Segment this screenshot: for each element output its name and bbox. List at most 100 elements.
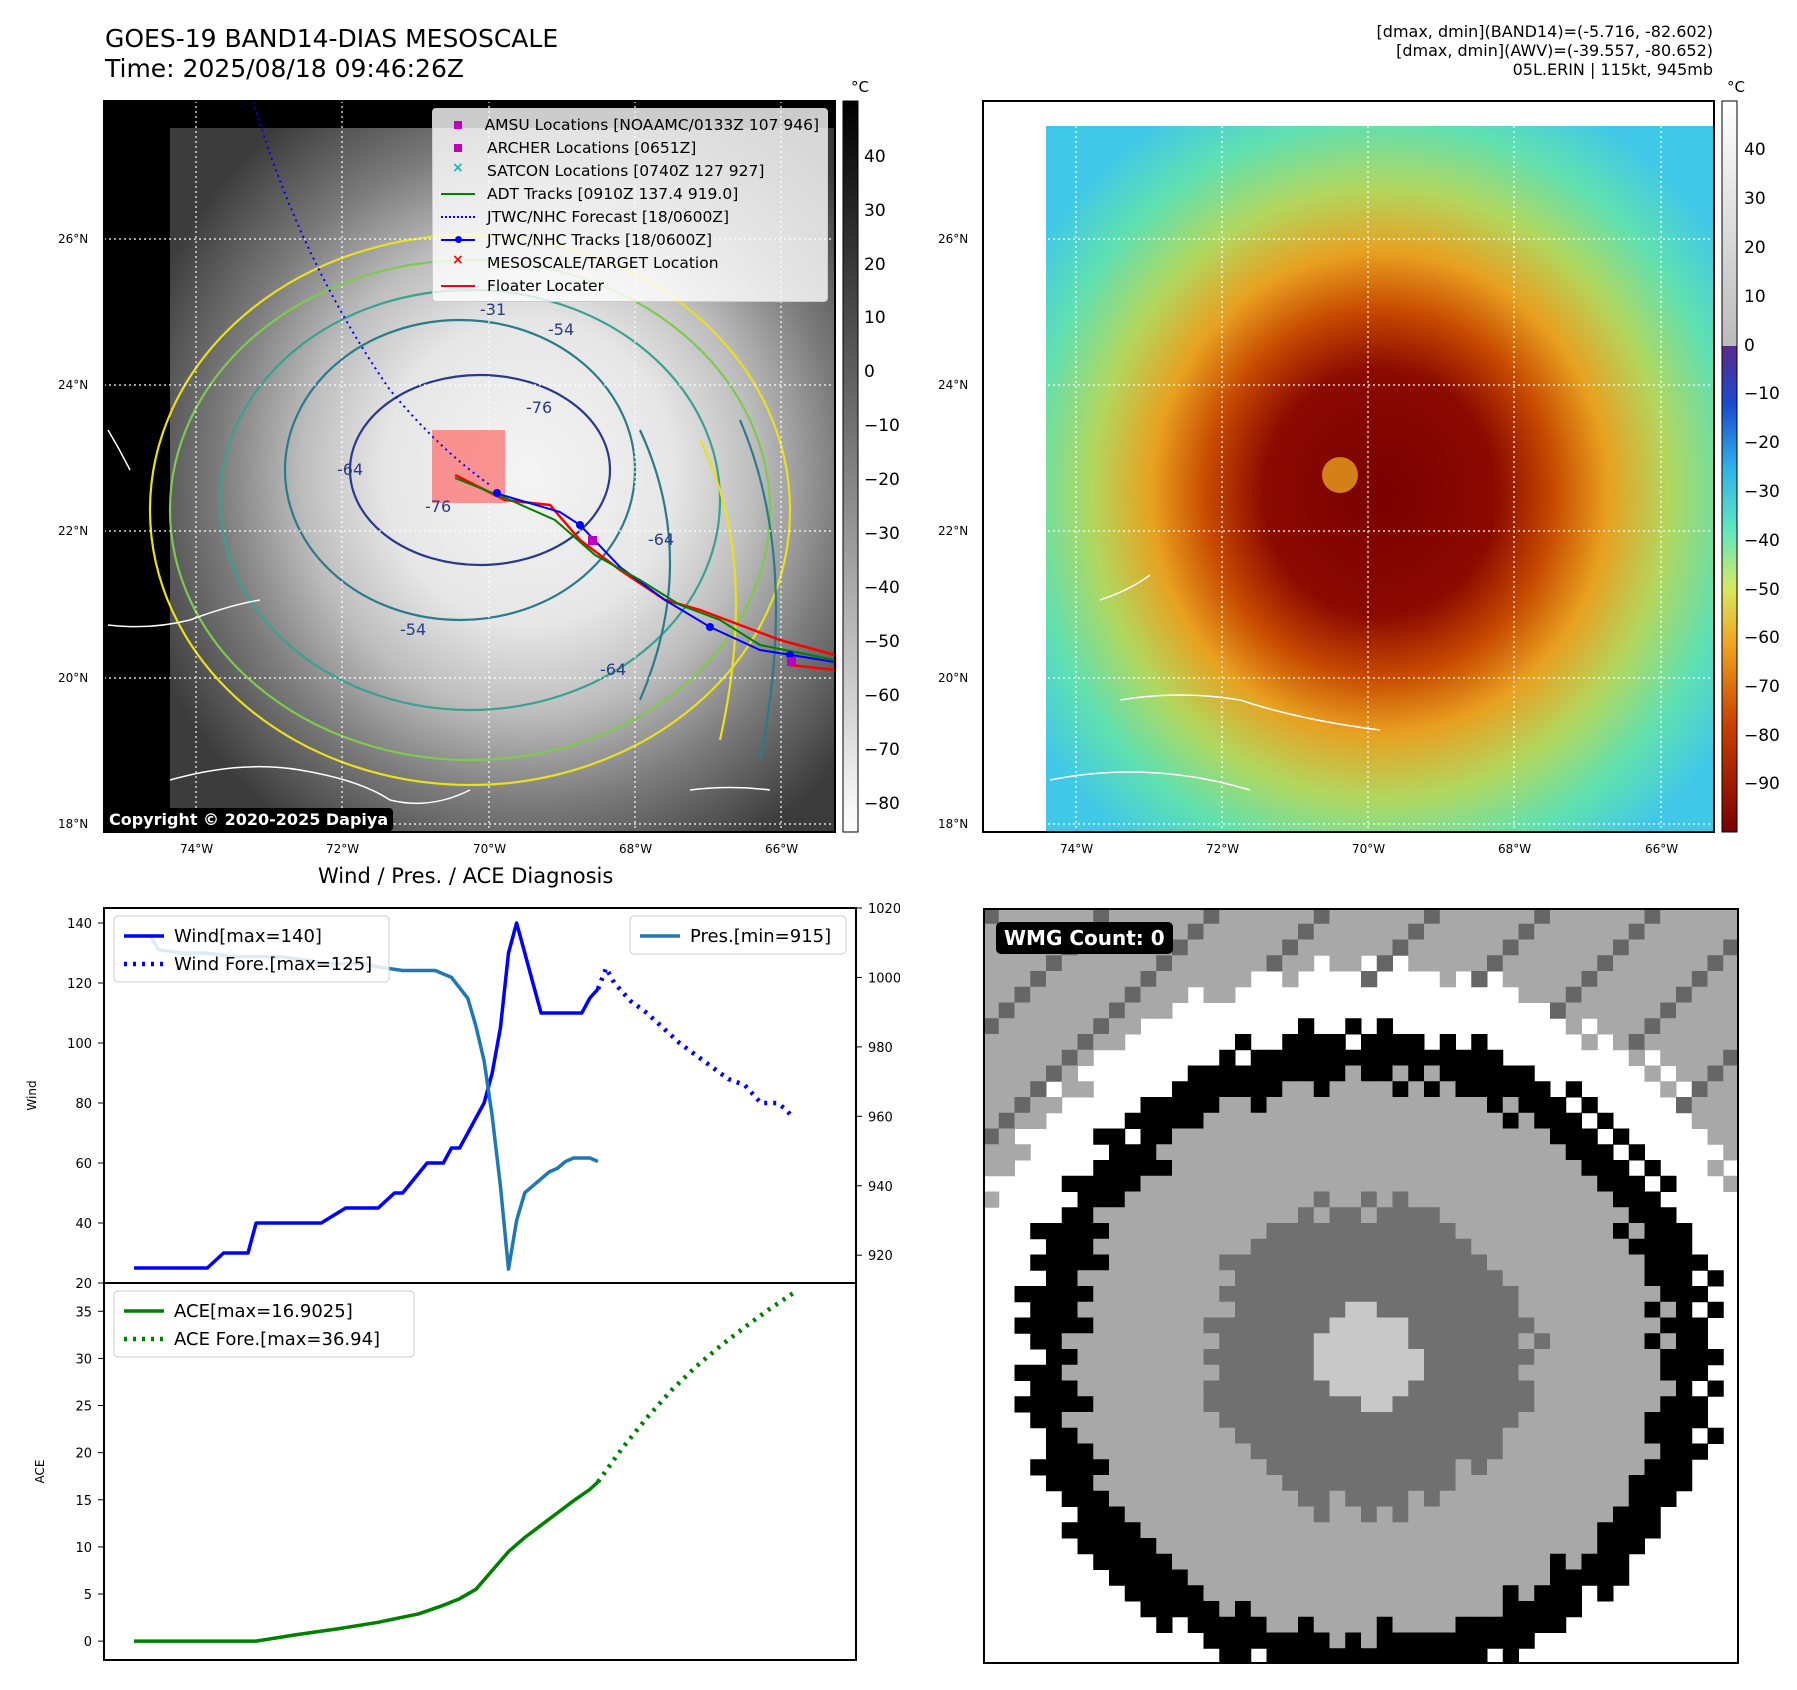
wmg-cell [1077, 1475, 1094, 1492]
wmg-cell [1518, 1317, 1535, 1334]
wmg-cell [998, 1097, 1015, 1114]
wmg-cell [1203, 1553, 1220, 1570]
wmg-cell [1124, 1238, 1141, 1255]
wmg-cell [1534, 1112, 1551, 1129]
wmg-cell [1613, 1207, 1630, 1224]
wmg-cell [1124, 908, 1141, 925]
wmg-cell [1235, 1569, 1252, 1586]
wmg-cell [1266, 1380, 1283, 1397]
wmg-cell [1597, 1475, 1614, 1492]
wmg-cell [1439, 1317, 1456, 1334]
wmg-cell [1250, 1097, 1267, 1114]
wmg-cell [1691, 1002, 1708, 1019]
wmg-cell [1077, 1254, 1094, 1271]
gray-colorbar-unit: °C [851, 78, 869, 96]
wmg-cell [1550, 1223, 1567, 1240]
wmg-cell [1030, 1380, 1047, 1397]
wmg-cell [1565, 1301, 1582, 1318]
contour-label: -76 [425, 497, 452, 516]
wmg-cell [1187, 1144, 1204, 1161]
wmg-cell [1613, 1459, 1630, 1476]
wmg-cell [1235, 955, 1252, 972]
wmg-cell [1408, 1380, 1425, 1397]
wmg-cell [1361, 1632, 1378, 1649]
wmg-cell [1361, 1097, 1378, 1114]
wmg-cell [1329, 1034, 1346, 1051]
wmg-cell [1471, 1616, 1488, 1633]
wmg-cell [1676, 1002, 1693, 1019]
wmg-cell [1518, 1128, 1535, 1145]
wmg-cell [1455, 1317, 1472, 1334]
wmg-cell [1345, 1207, 1362, 1224]
wmg-cell [1329, 1270, 1346, 1287]
gray-colorbar-tick: 10 [864, 308, 886, 328]
pres-ytick-label: 940 [868, 1180, 893, 1195]
coastlines [107, 429, 771, 805]
wmg-cell [1644, 1238, 1661, 1255]
wmg-cell [1565, 1538, 1582, 1555]
chart-legend-box [113, 915, 390, 983]
wmg-cell [1187, 923, 1204, 940]
wmg-cell [1660, 1301, 1677, 1318]
wmg-cell [1235, 1538, 1252, 1555]
wmg-cell [1124, 1443, 1141, 1460]
wmg-cell [1030, 1223, 1047, 1240]
wmg-cell [1187, 1412, 1204, 1429]
wmg-cell [1392, 1254, 1409, 1271]
wmg-cell [1298, 955, 1315, 972]
wmg-cell [1424, 1286, 1441, 1303]
wmg-cell [1550, 1128, 1567, 1145]
wmg-cell [1471, 1648, 1488, 1664]
wmg-cell [1487, 1144, 1504, 1161]
wmg-cell [1471, 1081, 1488, 1098]
wmg-cell [1565, 1223, 1582, 1240]
wmg-cell [1424, 1144, 1441, 1161]
wmg-cell [1203, 1475, 1220, 1492]
wmg-cell [1361, 1538, 1378, 1555]
wmg-cell [1298, 1443, 1315, 1460]
wmg-cell [1376, 1175, 1393, 1192]
wmg-cell [1660, 955, 1677, 972]
wmg-cell [1628, 1475, 1645, 1492]
ir-color-image [1046, 126, 1714, 832]
wmg-cell [1172, 1506, 1189, 1523]
wmg-cell [1565, 1412, 1582, 1429]
wmg-cell [1124, 1191, 1141, 1208]
wmg-cell [1487, 1317, 1504, 1334]
wmg-cell [1455, 1144, 1472, 1161]
wmg-cell [1723, 1081, 1739, 1098]
wmg-cell [1502, 1616, 1519, 1633]
wmg-cell [1676, 923, 1693, 940]
wmg-cell [1077, 1412, 1094, 1429]
wmg-cell [1439, 1412, 1456, 1429]
wmg-cell [1046, 1254, 1063, 1271]
gray-colorbar-tick: −20 [864, 470, 900, 490]
wmg-cell [1550, 1585, 1567, 1602]
wmg-cell [1502, 1238, 1519, 1255]
wmg-cell [1487, 1616, 1504, 1633]
wmg-cell [1597, 986, 1614, 1003]
wmg-cell [1676, 1238, 1693, 1255]
pres-ytick-label: 960 [868, 1110, 893, 1125]
wmg-cell [1502, 1175, 1519, 1192]
wmg-cell [1408, 1648, 1425, 1664]
wmg-cell [1502, 1065, 1519, 1082]
wmg-cell [1250, 1207, 1267, 1224]
wmg-cell [1109, 1191, 1126, 1208]
wmg-cell [1093, 1333, 1110, 1350]
wmg-cell [1439, 1490, 1456, 1507]
wmg-cell [1581, 1349, 1598, 1366]
wmg-cell [1502, 1364, 1519, 1381]
wmg-cell [1518, 1207, 1535, 1224]
wmg-cell [1093, 1522, 1110, 1539]
wmg-cell [1313, 1207, 1330, 1224]
wmg-cell [1676, 1333, 1693, 1350]
wmg-cell [1361, 1333, 1378, 1350]
wmg-cell [1345, 1427, 1362, 1444]
wmg-cell [1156, 1601, 1173, 1618]
wmg-cell [1298, 1301, 1315, 1318]
wmg-cell [1424, 1427, 1441, 1444]
wmg-cell [1077, 1238, 1094, 1255]
gray-colorbar-tick: 40 [864, 147, 886, 167]
wmg-cell [1691, 1333, 1708, 1350]
